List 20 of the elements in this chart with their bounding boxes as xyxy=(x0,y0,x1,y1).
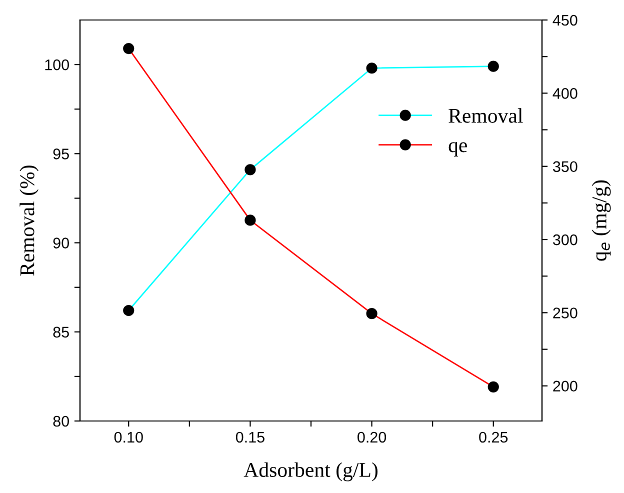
y2-tick-label: 250 xyxy=(553,308,578,318)
y2-tick-label: 350 xyxy=(553,161,578,172)
y2-tick-label: 400 xyxy=(552,88,578,99)
y-tick-label: 80 xyxy=(53,416,69,427)
x-tick-label: 0.25 xyxy=(479,432,508,443)
y2-tick-label: 200 xyxy=(553,380,578,392)
x-tick-label: 0.20 xyxy=(358,432,386,443)
y-axis-title: Removal (%) xyxy=(20,166,39,276)
y2-tick-label: 300 xyxy=(553,234,578,246)
y-tick-label: 85 xyxy=(53,326,69,338)
y-tick-label: 100 xyxy=(45,59,69,70)
legend-label: Removal xyxy=(448,108,523,123)
y2-tick-label: 450 xyxy=(552,14,578,26)
legend-label: qe xyxy=(448,142,467,157)
y-tick-label: 95 xyxy=(53,148,69,160)
y2-axis-title: q$_{e}$ (mg/g) xyxy=(592,180,611,261)
y-tick-label: 90 xyxy=(53,238,69,248)
x-tick-label: 0.15 xyxy=(236,432,264,443)
x-tick-label: 0.10 xyxy=(114,432,143,443)
x-axis-title: Adsorbent (g/L) xyxy=(244,462,378,482)
